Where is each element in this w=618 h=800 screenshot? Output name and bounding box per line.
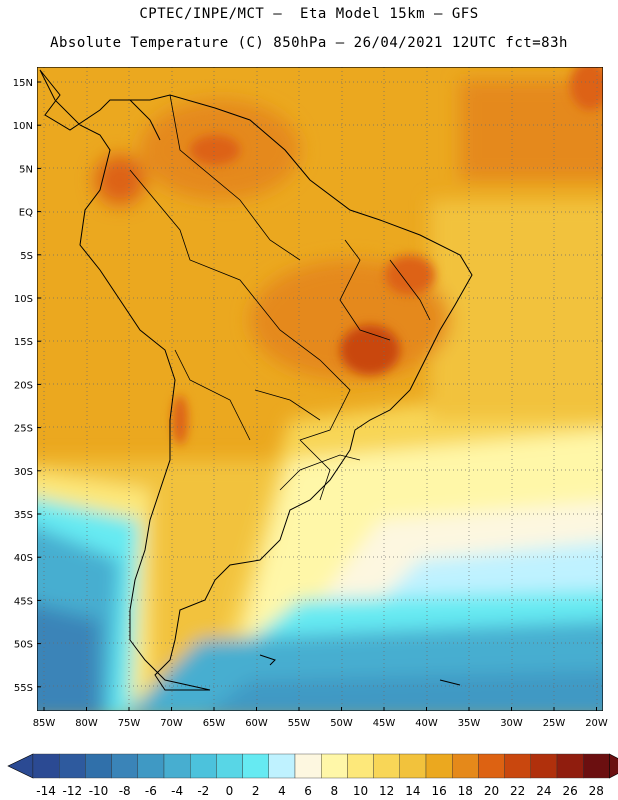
colorbar-swatch	[452, 753, 479, 779]
colorbar-swatch	[478, 753, 505, 779]
lat-label: 50S	[14, 640, 33, 651]
lon-label: 20W	[585, 718, 608, 729]
graticule	[37, 67, 603, 711]
lat-label: 40S	[14, 553, 33, 564]
lat-label: EQ	[19, 208, 33, 219]
title-line-2: Absolute Temperature (C) 850hPa – 26/04/…	[50, 35, 568, 51]
colorbar-label: 2	[252, 784, 260, 798]
lon-label: 85W	[33, 718, 56, 729]
colorbar-label: 12	[379, 784, 394, 798]
colorbar-label: 18	[458, 784, 473, 798]
lon-label: 70W	[160, 718, 183, 729]
lon-label: 80W	[75, 718, 98, 729]
colorbar-label: 24	[536, 784, 551, 798]
lat-label: 15N	[13, 78, 33, 89]
lon-label: 40W	[415, 718, 438, 729]
colorbar-swatch	[268, 753, 296, 779]
colorbar-label: -2	[197, 784, 209, 798]
lon-label: 75W	[118, 718, 141, 729]
colorbar-swatch	[163, 753, 191, 779]
colorbar-label: 20	[484, 784, 499, 798]
colorbar-swatch	[137, 753, 165, 779]
lat-label: 15S	[14, 337, 33, 348]
colorbar-swatch	[32, 753, 60, 779]
colorbar-swatch	[294, 753, 322, 779]
lat-label: 45S	[14, 596, 33, 607]
lon-label: 50W	[330, 718, 353, 729]
country-borders	[129, 94, 431, 501]
lon-label: 60W	[245, 718, 268, 729]
colorbar-swatch	[373, 753, 401, 779]
colorbar: -14 -12 -10 -8 -6 -4 -2 0 2 4 6 8 10 12 14 16 18 20 22 24 26…	[7, 753, 618, 798]
lon-label: 65W	[203, 718, 226, 729]
colorbar-max-arrow	[609, 753, 618, 779]
colorbar-swatch	[530, 753, 558, 779]
longitude-labels: 85W 80W 75W 70W 65W 60W 55W 50W 45W 40W 35W 30W 25W 2…	[33, 707, 608, 729]
lat-label: 35S	[14, 510, 33, 521]
colorbar-swatch	[504, 753, 532, 779]
colorbar-swatch	[85, 753, 112, 779]
colorbar-swatch	[189, 753, 217, 779]
colorbar-swatch	[111, 753, 138, 779]
colorbar-label: 14	[405, 784, 420, 798]
lon-label: 25W	[543, 718, 566, 729]
colorbar-swatch	[556, 753, 584, 779]
colorbar-swatch	[242, 753, 270, 779]
lat-label: 20S	[14, 380, 33, 391]
colorbar-label: 0	[226, 784, 234, 798]
colorbar-label: 8	[330, 784, 338, 798]
lat-label: 5S	[20, 251, 33, 262]
lon-label: 45W	[373, 718, 396, 729]
lat-label: 30S	[14, 467, 33, 478]
lat-label: 55S	[14, 683, 33, 694]
colorbar-label: -12	[62, 784, 82, 798]
colorbar-swatch	[425, 753, 453, 779]
lat-label: 10N	[13, 121, 33, 132]
colorbar-swatch	[59, 753, 86, 779]
colorbar-label: -14	[36, 784, 56, 798]
colorbar-label: 26	[562, 784, 577, 798]
colorbar-label: -6	[145, 784, 157, 798]
colorbar-min-arrow	[7, 753, 34, 779]
colorbar-swatch	[347, 753, 374, 779]
coastline	[39, 69, 473, 691]
lat-label: 5N	[19, 164, 33, 175]
colorbar-label: 10	[353, 784, 368, 798]
colorbar-label: 16	[431, 784, 446, 798]
colorbar-label: -10	[89, 784, 109, 798]
colorbar-label: -4	[171, 784, 183, 798]
colorbar-label: 22	[510, 784, 525, 798]
colorbar-label: 6	[304, 784, 312, 798]
latitude-labels: 15N 10N 5N EQ 5S 10S 15S 20S 25S 30S 35S 40S 45S 50S 5…	[13, 78, 41, 694]
temperature-field	[37, 67, 603, 711]
lon-label: 35W	[458, 718, 481, 729]
colorbar-swatch	[399, 753, 427, 779]
lon-label: 55W	[288, 718, 311, 729]
colorbar-swatch	[216, 753, 243, 779]
colorbar-label: 4	[278, 784, 286, 798]
colorbar-swatch	[583, 753, 610, 779]
colorbar-label: 28	[589, 784, 604, 798]
lat-label: 25S	[14, 424, 33, 435]
lat-label: 10S	[14, 294, 33, 305]
colorbar-swatch	[321, 753, 348, 779]
lon-label: 30W	[500, 718, 523, 729]
title-line-1: CPTEC/INPE/MCT – Eta Model 15km – GFS	[139, 6, 479, 22]
colorbar-label: -8	[119, 784, 131, 798]
